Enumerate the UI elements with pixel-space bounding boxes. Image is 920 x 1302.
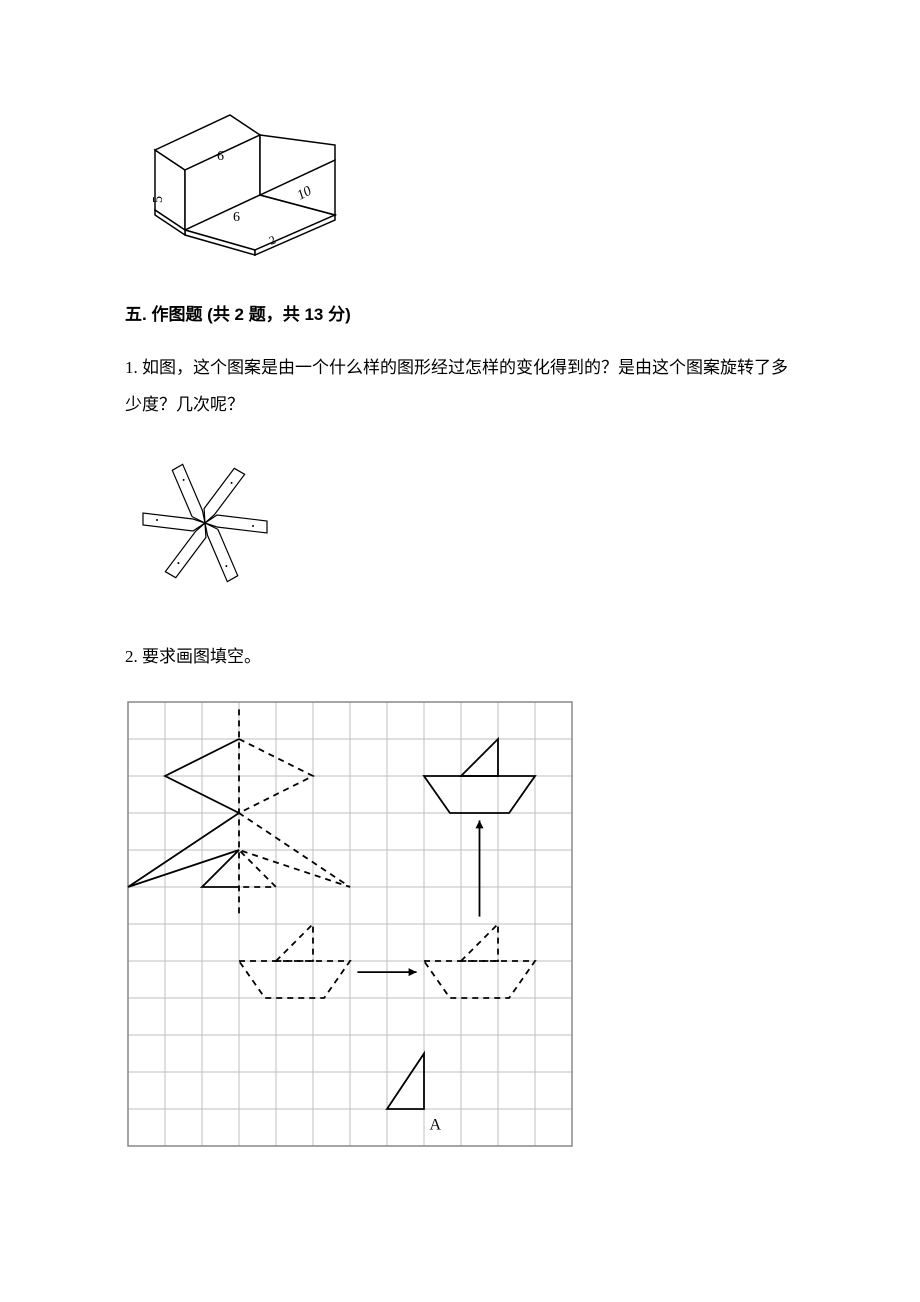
cuboid-svg: 6 5 6 2 10 <box>125 100 350 260</box>
question-1: 1. 如图，这个图案是由一个什么样的图形经过怎样的变化得到的？是由这个图案旋转了… <box>125 349 795 424</box>
question-2: 2. 要求画图填空。 <box>125 638 795 675</box>
label-depth: 10 <box>295 184 314 204</box>
label-top: 6 <box>217 149 224 164</box>
grid-svg: A <box>125 699 575 1159</box>
grid-figure: A <box>125 699 795 1159</box>
label-left: 5 <box>151 196 166 203</box>
label-front: 6 <box>233 210 240 225</box>
pinwheel-figure <box>125 448 795 598</box>
section-5-header: 五. 作图题 (共 2 题，共 13 分) <box>125 300 795 325</box>
label-a: A <box>430 1117 442 1134</box>
cuboid-figure: 6 5 6 2 10 <box>125 100 795 260</box>
pinwheel-svg <box>125 448 285 598</box>
